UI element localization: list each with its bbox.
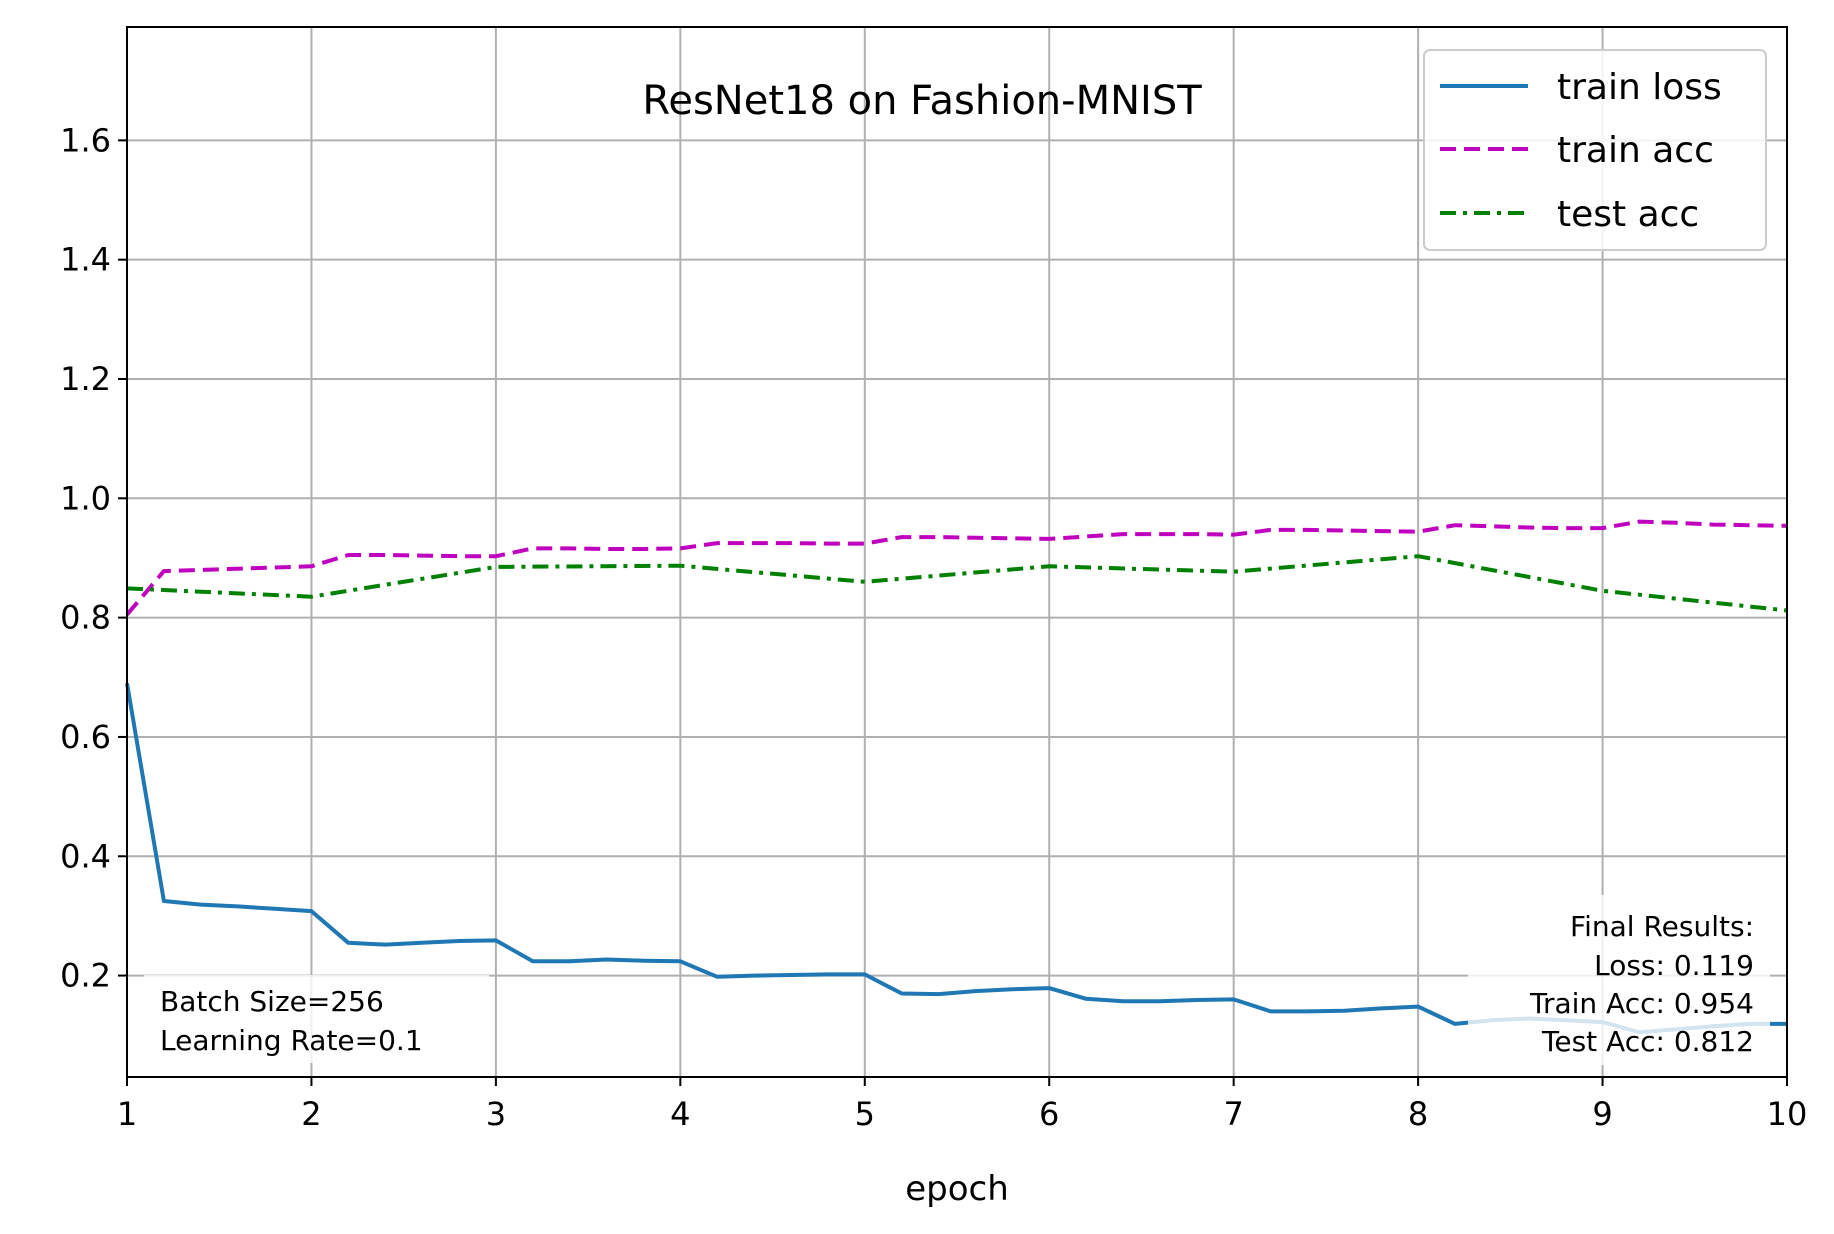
grid-lines xyxy=(126,27,1788,1077)
x-tick-label: 7 xyxy=(1223,1095,1243,1133)
y-tick-label: 0.2 xyxy=(60,957,111,995)
legend-box xyxy=(1423,49,1767,251)
annotations: Batch Size=256 Learning Rate=0.1 Final R… xyxy=(144,895,1770,1065)
y-tick-label: 0.8 xyxy=(60,599,111,637)
x-tick-label: 9 xyxy=(1592,1095,1612,1133)
x-tick-label: 2 xyxy=(301,1095,321,1133)
y-tick-label: 0.6 xyxy=(60,718,111,756)
x-tick-label: 4 xyxy=(670,1095,690,1133)
annotation-learning-rate: Learning Rate=0.1 xyxy=(160,1024,423,1057)
left-annotation-box xyxy=(144,975,489,1063)
y-tick-label: 1.2 xyxy=(60,360,111,398)
legend-label-train-loss: train loss xyxy=(1557,67,1722,108)
annotation-final-train-acc: Train Acc: 0.954 xyxy=(1529,987,1754,1020)
legend-label-test-acc: test acc xyxy=(1557,194,1699,235)
chart-title: ResNet18 on Fashion-MNIST xyxy=(642,78,1202,124)
y-tick-label: 0.4 xyxy=(60,837,111,875)
x-tick-label: 1 xyxy=(117,1095,137,1133)
y-tick-label: 1.0 xyxy=(60,479,111,517)
x-tick-label: 8 xyxy=(1408,1095,1428,1133)
annotation-final-test-acc: Test Acc: 0.812 xyxy=(1541,1025,1754,1058)
y-tick-label: 1.4 xyxy=(60,241,111,279)
legend: train loss train acc test acc xyxy=(1423,49,1767,251)
annotation-batch-size: Batch Size=256 xyxy=(160,985,384,1018)
x-tick-label: 10 xyxy=(1767,1095,1808,1133)
x-tick-label: 6 xyxy=(1039,1095,1059,1133)
x-tick-label: 5 xyxy=(855,1095,875,1133)
series-line-train-acc xyxy=(125,519,1788,616)
annotation-final-loss: Loss: 0.119 xyxy=(1594,949,1754,982)
plot-frame xyxy=(126,26,1788,1078)
y-tick-label: 1.6 xyxy=(60,121,111,159)
right-annotation-box xyxy=(1468,895,1770,1065)
legend-label-train-acc: train acc xyxy=(1557,130,1714,171)
axis-ticks: 1 2 3 4 5 6 7 8 9 10 0.2 0.4 0.6 0.8 1.0 1.2 1.4 1.6 xyxy=(60,121,1807,1133)
series-line-test-acc xyxy=(126,554,1788,613)
x-axis-label: epoch xyxy=(905,1169,1009,1209)
annotation-final-results: Final Results: xyxy=(1570,910,1754,943)
x-tick-label: 3 xyxy=(486,1095,506,1133)
